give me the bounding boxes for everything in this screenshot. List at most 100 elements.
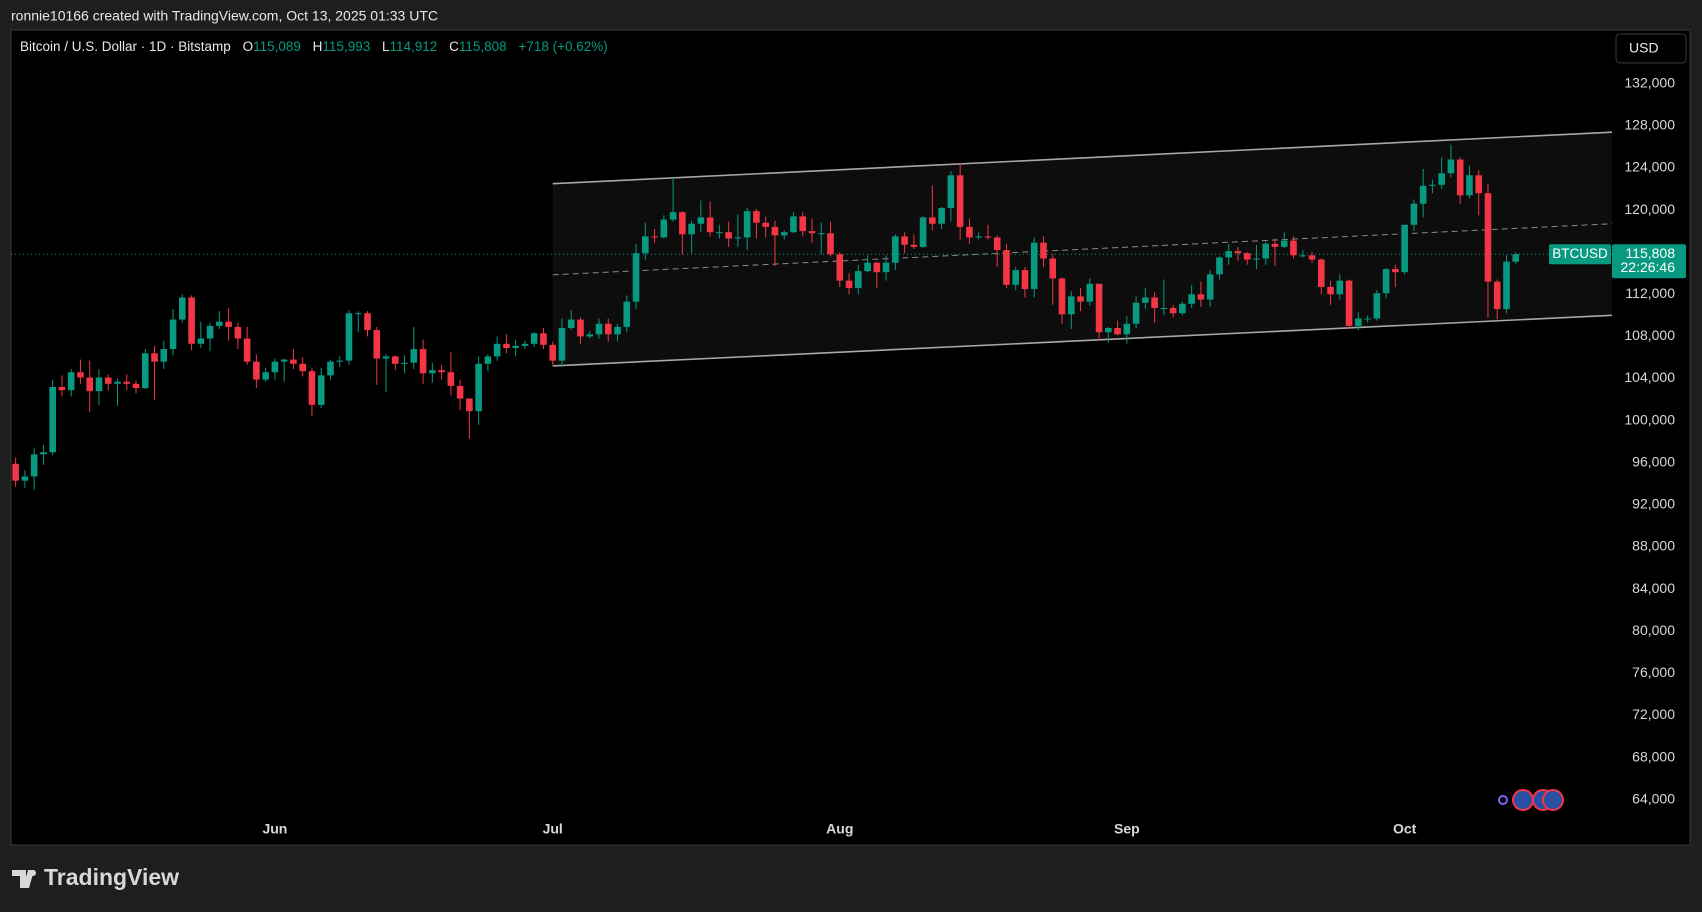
candle-body (910, 244, 918, 247)
candle-body (919, 217, 927, 247)
currency-box[interactable] (1615, 33, 1687, 64)
candle-body (21, 476, 29, 481)
candle-body (1475, 175, 1483, 194)
candle-body (95, 377, 103, 392)
candle-body (1466, 175, 1473, 196)
candle-body (67, 372, 75, 391)
candle-body (1058, 278, 1066, 315)
y-tick-label: 64,000 (1632, 790, 1675, 806)
currency-button[interactable]: USD (1615, 33, 1687, 64)
candle-body (808, 231, 816, 234)
y-tick-label: 92,000 (1632, 496, 1675, 512)
candle-body (493, 343, 501, 357)
candle-body (688, 223, 695, 235)
candle-body (114, 381, 121, 384)
candle-body (391, 356, 399, 364)
candle-body (104, 377, 112, 384)
candle-body (1503, 261, 1510, 310)
candle-body (901, 236, 908, 245)
candle-body (1317, 259, 1325, 287)
candle-body (1003, 250, 1010, 285)
candle-body (771, 226, 779, 236)
candle-body (317, 375, 325, 405)
candle-body (197, 338, 205, 344)
y-tick-label: 132,000 (1624, 74, 1675, 90)
candle-body (484, 356, 492, 364)
candle-body (1206, 274, 1214, 300)
y-tick-label: 128,000 (1624, 117, 1675, 133)
candle-body (1373, 293, 1381, 319)
candle-body (336, 360, 344, 362)
candle-body (151, 353, 158, 362)
candle-body (271, 361, 279, 373)
candle-body (1484, 193, 1492, 282)
y-tick-label: 96,000 (1632, 453, 1675, 469)
candle-body (1021, 270, 1029, 290)
candle-body (1160, 307, 1168, 309)
candle-body (938, 207, 945, 224)
candle-body (188, 297, 195, 344)
candle-body (743, 211, 751, 238)
candle-body (567, 319, 575, 328)
price-box (1612, 244, 1686, 279)
candle-body (799, 216, 807, 232)
legend-title: Bitcoin / U.S. Dollar · 1D · Bitstamp (20, 39, 231, 54)
candle-body (966, 226, 973, 238)
candle-body (790, 216, 797, 233)
candle-body (1290, 240, 1297, 256)
y-tick-label: 80,000 (1632, 622, 1675, 638)
candle-body (438, 370, 445, 373)
y-tick-label: 104,000 (1624, 369, 1675, 385)
candle-body (1151, 297, 1158, 308)
candle-body (614, 326, 621, 335)
x-tick-label: Jul (543, 821, 563, 837)
candle-body (956, 175, 964, 227)
candle-body (984, 236, 992, 238)
candle-body (892, 236, 899, 263)
legend-value: 115,808 (459, 39, 507, 54)
channel-midline (552, 223, 1612, 276)
candle-body (929, 217, 936, 224)
candle-body (30, 454, 38, 477)
candle-body (1114, 327, 1121, 335)
candle-body (660, 219, 668, 238)
candle-body (1030, 242, 1038, 290)
candle-body (651, 236, 658, 238)
candle-body (725, 232, 732, 239)
candle-body (1410, 203, 1418, 225)
candle-body (595, 323, 603, 335)
y-tick-label: 108,000 (1624, 327, 1675, 343)
candle-body (1355, 318, 1362, 326)
legend-key: C (449, 39, 459, 54)
candle-body (975, 236, 982, 238)
candle-body (1512, 254, 1520, 262)
candle-body (669, 212, 677, 220)
candle-body (410, 349, 418, 363)
candle-body (364, 313, 371, 331)
candle-body (845, 280, 853, 288)
event-icon (1498, 795, 1508, 805)
legend-key: L (382, 39, 390, 54)
brand-name: TradingView (44, 864, 179, 890)
y-tick-label: 112,000 (1625, 285, 1675, 301)
candle-body (512, 345, 519, 348)
legend: Bitcoin / U.S. Dollar · 1D · Bitstamp O1… (20, 39, 608, 54)
candle-body (419, 349, 427, 374)
candle-body (290, 359, 297, 364)
candle-body (1336, 280, 1344, 295)
legend-key: H (313, 39, 323, 54)
candle-body (234, 326, 242, 339)
candle-body (1456, 159, 1464, 196)
currency-label[interactable]: USD (1629, 40, 1659, 56)
candle-body (132, 383, 140, 389)
candle-body (604, 323, 612, 335)
candle-body (1299, 255, 1307, 257)
candle-body (1308, 255, 1316, 260)
candle-body (262, 372, 269, 380)
candle-body (86, 377, 94, 392)
candle-body (734, 237, 742, 239)
candle-body (345, 313, 353, 361)
candle-body (1049, 258, 1057, 279)
candle-body (299, 363, 306, 372)
